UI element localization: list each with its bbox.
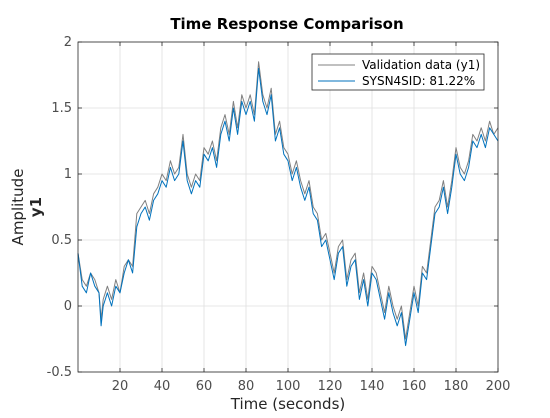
y-tick-label-0: -0.5 — [47, 365, 72, 380]
x-tick-label-7: 160 — [402, 379, 427, 394]
x-tick-label-8: 180 — [444, 379, 469, 394]
y-axis-output-label: y1 — [27, 197, 45, 217]
chart-title: Time Response Comparison — [170, 15, 403, 33]
y-tick-label-2: 0.5 — [51, 233, 72, 248]
y-tick-label-5: 2 — [64, 35, 72, 50]
x-tick-label-9: 200 — [486, 379, 511, 394]
y-tick-label-1: 0 — [64, 299, 72, 314]
tick-layer: 20 40 60 80 100 120 140 160 180 200 -0.5 0 0.5 1 1.5 2 — [47, 35, 511, 394]
x-tick-label-2: 60 — [196, 379, 213, 394]
y-tick-label-4: 1.5 — [51, 101, 72, 116]
x-axis-label: Time (seconds) — [230, 395, 346, 413]
legend: Validation data (y1) SYSN4SID: 81.22% — [311, 53, 485, 91]
series-layer — [77, 61, 499, 347]
x-tick-label-1: 40 — [154, 379, 171, 394]
y-tick-label-3: 1 — [64, 167, 72, 182]
x-tick-label-0: 20 — [112, 379, 129, 394]
x-tick-label-5: 120 — [318, 379, 343, 394]
x-tick-label-6: 140 — [360, 379, 385, 394]
legend-label-validation: Validation data (y1) — [362, 58, 480, 72]
y-axis-label: Amplitude — [9, 169, 27, 246]
legend-label-model: SYSN4SID: 81.22% — [362, 74, 475, 88]
x-tick-label-4: 100 — [276, 379, 301, 394]
x-tick-label-3: 80 — [238, 379, 255, 394]
series-line-0 — [77, 61, 499, 340]
series-line-1 — [77, 67, 499, 347]
legend-box — [311, 53, 485, 91]
